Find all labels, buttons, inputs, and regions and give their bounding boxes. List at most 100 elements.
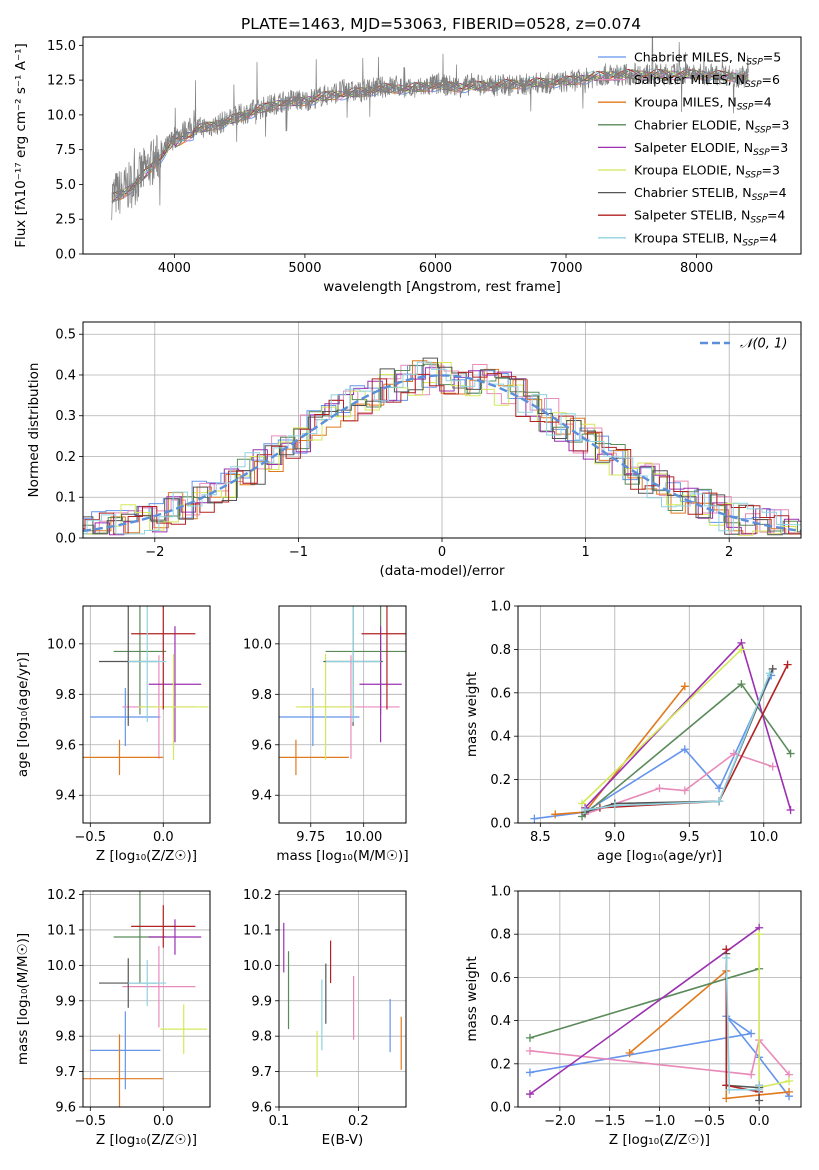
y-tick-label: 10.2 xyxy=(47,888,76,903)
x-axis-label: wavelength [Angstrom, rest frame] xyxy=(323,279,561,295)
y-tick-label: 10.1 xyxy=(243,923,272,938)
weight-line xyxy=(529,968,760,1039)
y-tick-label: 0.3 xyxy=(55,409,76,424)
y-tick-label: 15.0 xyxy=(47,39,76,54)
y-tick-label: 9.7 xyxy=(251,1065,272,1080)
weight-marker xyxy=(581,805,590,814)
mass-vs-Z-chart: −0.5 0.0 9.6 9.7 9.8 9.9 10.0 10.1 10.2 Z [log₁₀(… xyxy=(15,888,211,1148)
x-tick-label: −1 xyxy=(289,545,308,560)
weight-marker xyxy=(525,1046,534,1055)
x-tick-label: 10.00 xyxy=(345,830,382,845)
histogram-step xyxy=(83,361,801,535)
y-tick-label: 10.0 xyxy=(243,637,272,652)
legend-label-tail: =6 xyxy=(762,72,780,87)
massweight-vs-age-chart: 8.5 9.0 9.5 10.0 0.0 0.2 0.4 0.6 0.8 1.0 age [log₁… xyxy=(464,600,802,864)
weight-marker xyxy=(680,682,689,691)
axes-frame xyxy=(82,605,211,824)
legend-label-tail: =4 xyxy=(753,95,771,110)
y-tick-label: 9.6 xyxy=(55,738,76,753)
y-tick-label: 9.8 xyxy=(251,688,272,703)
x-tick-label: 2 xyxy=(725,545,733,560)
y-tick-label: 9.4 xyxy=(251,789,272,804)
legend-label: Kroupa ELODIE, NSSP=3 xyxy=(634,163,780,181)
x-axis-label: (data-model)/error xyxy=(379,563,505,579)
weight-marker xyxy=(755,1081,764,1090)
y-tick-label: 9.6 xyxy=(251,1101,272,1116)
spectrum-model-line xyxy=(111,72,749,199)
y-tick-label: 0.2 xyxy=(490,773,511,788)
y-tick-label: 0.0 xyxy=(55,532,76,547)
y-tick-label: 10.0 xyxy=(47,108,76,123)
x-axis-label: Z [log₁₀(Z/Z☉)] xyxy=(96,848,197,864)
x-tick-label: −0.5 xyxy=(75,830,107,845)
y-tick-label: 9.7 xyxy=(55,1065,76,1080)
y-tick-label: 0.0 xyxy=(490,817,511,832)
weight-marker xyxy=(786,749,795,758)
y-tick-label: 0.8 xyxy=(490,643,511,658)
mass-vs-EBV-plot-area xyxy=(279,891,406,1107)
x-tick-label: −0.5 xyxy=(694,1114,726,1129)
legend-label-sub: SSP xyxy=(746,58,763,68)
weight-marker xyxy=(680,786,689,795)
y-tick-label: 10.1 xyxy=(47,923,76,938)
weight-marker xyxy=(768,762,777,771)
legend-label-sub: SSP xyxy=(745,171,762,181)
weight-marker xyxy=(722,953,731,962)
x-axis-label: mass [log₁₀(M/M☉)] xyxy=(276,848,408,864)
y-axis-label: mass weight xyxy=(464,672,480,757)
weight-line xyxy=(584,641,792,811)
weight-marker xyxy=(525,1090,534,1099)
massweight-vs-age-plot-area xyxy=(518,606,801,823)
histogram-step xyxy=(83,357,801,536)
massweight-vs-Z-chart: −2.0 −1.5 −1.0 −0.5 0.0 0.0 0.2 0.4 0.6 0.8 1.0 Z [… xyxy=(464,885,802,1148)
weight-line xyxy=(555,685,686,816)
y-tick-label: 9.8 xyxy=(251,1030,272,1045)
weight-marker xyxy=(725,1085,734,1094)
y-tick-label: 9.4 xyxy=(55,789,76,804)
y-tick-label: 0.4 xyxy=(490,730,511,745)
spectrum-chart: 4000 5000 6000 7000 8000 0.0 2.5 5.0 7.5 10.0 12.5… xyxy=(13,36,802,295)
y-tick-label: 2.5 xyxy=(55,213,76,228)
legend-label: Chabrier ELODIE, NSSP=3 xyxy=(634,117,789,135)
legend-label-text: Salpeter STELIB, N xyxy=(634,208,750,223)
y-tick-label: 0.0 xyxy=(490,1101,511,1116)
mass-vs-EBV-chart: 0.1 0.2 9.6 9.7 9.8 9.9 10.0 10.1 10.2 E(B-V) xyxy=(243,888,407,1148)
y-tick-label: 1.0 xyxy=(490,885,511,900)
x-tick-label: 1 xyxy=(581,545,589,560)
weight-line xyxy=(529,1038,790,1076)
y-axis-label: mass weight xyxy=(464,956,480,1041)
age-vs-Z-chart: −0.5 0.0 9.4 9.6 9.8 10.0 Z [log₁₀(Z/Z☉)] age [… xyxy=(15,605,211,864)
y-tick-label: 0.6 xyxy=(490,686,511,701)
x-tick-label: 0.0 xyxy=(153,830,174,845)
weight-marker xyxy=(768,664,777,673)
y-tick-label: 9.6 xyxy=(251,738,272,753)
y-axis-label: Flux [fλ10⁻¹⁷ erg cm⁻² s⁻¹ A⁻¹] xyxy=(13,43,29,248)
y-tick-label: 9.8 xyxy=(55,688,76,703)
weight-line xyxy=(758,934,790,1089)
legend-label-tail: =4 xyxy=(759,230,777,245)
figure-title: PLATE=1463, MJD=53063, FIBERID=0528, z=0… xyxy=(241,15,641,33)
legend-label-sub: SSP xyxy=(737,103,754,113)
age-vs-Z-plot-area xyxy=(83,606,210,823)
legend-label-tail: =4 xyxy=(768,185,786,200)
legend-label-text: Salpeter MILES, N xyxy=(634,72,745,87)
x-tick-label: 10.0 xyxy=(749,830,778,845)
weight-marker xyxy=(680,745,689,754)
weight-marker xyxy=(551,810,560,819)
x-tick-label: 0 xyxy=(438,545,446,560)
spectrum-data-line xyxy=(111,37,749,221)
legend-label: Salpeter ELODIE, NSSP=3 xyxy=(634,140,788,158)
legend-label: 𝒩(0, 1) xyxy=(740,337,787,352)
x-tick-label: 0.0 xyxy=(749,1114,770,1129)
legend-label-text: Kroupa STELIB, N xyxy=(634,230,742,245)
y-tick-label: 5.0 xyxy=(55,178,76,193)
x-tick-label: −1.0 xyxy=(644,1114,676,1129)
y-axis-label: age [log₁₀(age/yr)] xyxy=(15,652,31,777)
legend-label-tail: =3 xyxy=(762,163,780,178)
axes-frame xyxy=(278,890,407,1108)
spectrum-plot-area xyxy=(111,37,749,221)
legend-label-text: Salpeter ELODIE, N xyxy=(634,140,753,155)
legend-label-tail: =4 xyxy=(767,208,785,223)
legend-label-text: Kroupa MILES, N xyxy=(634,95,737,110)
